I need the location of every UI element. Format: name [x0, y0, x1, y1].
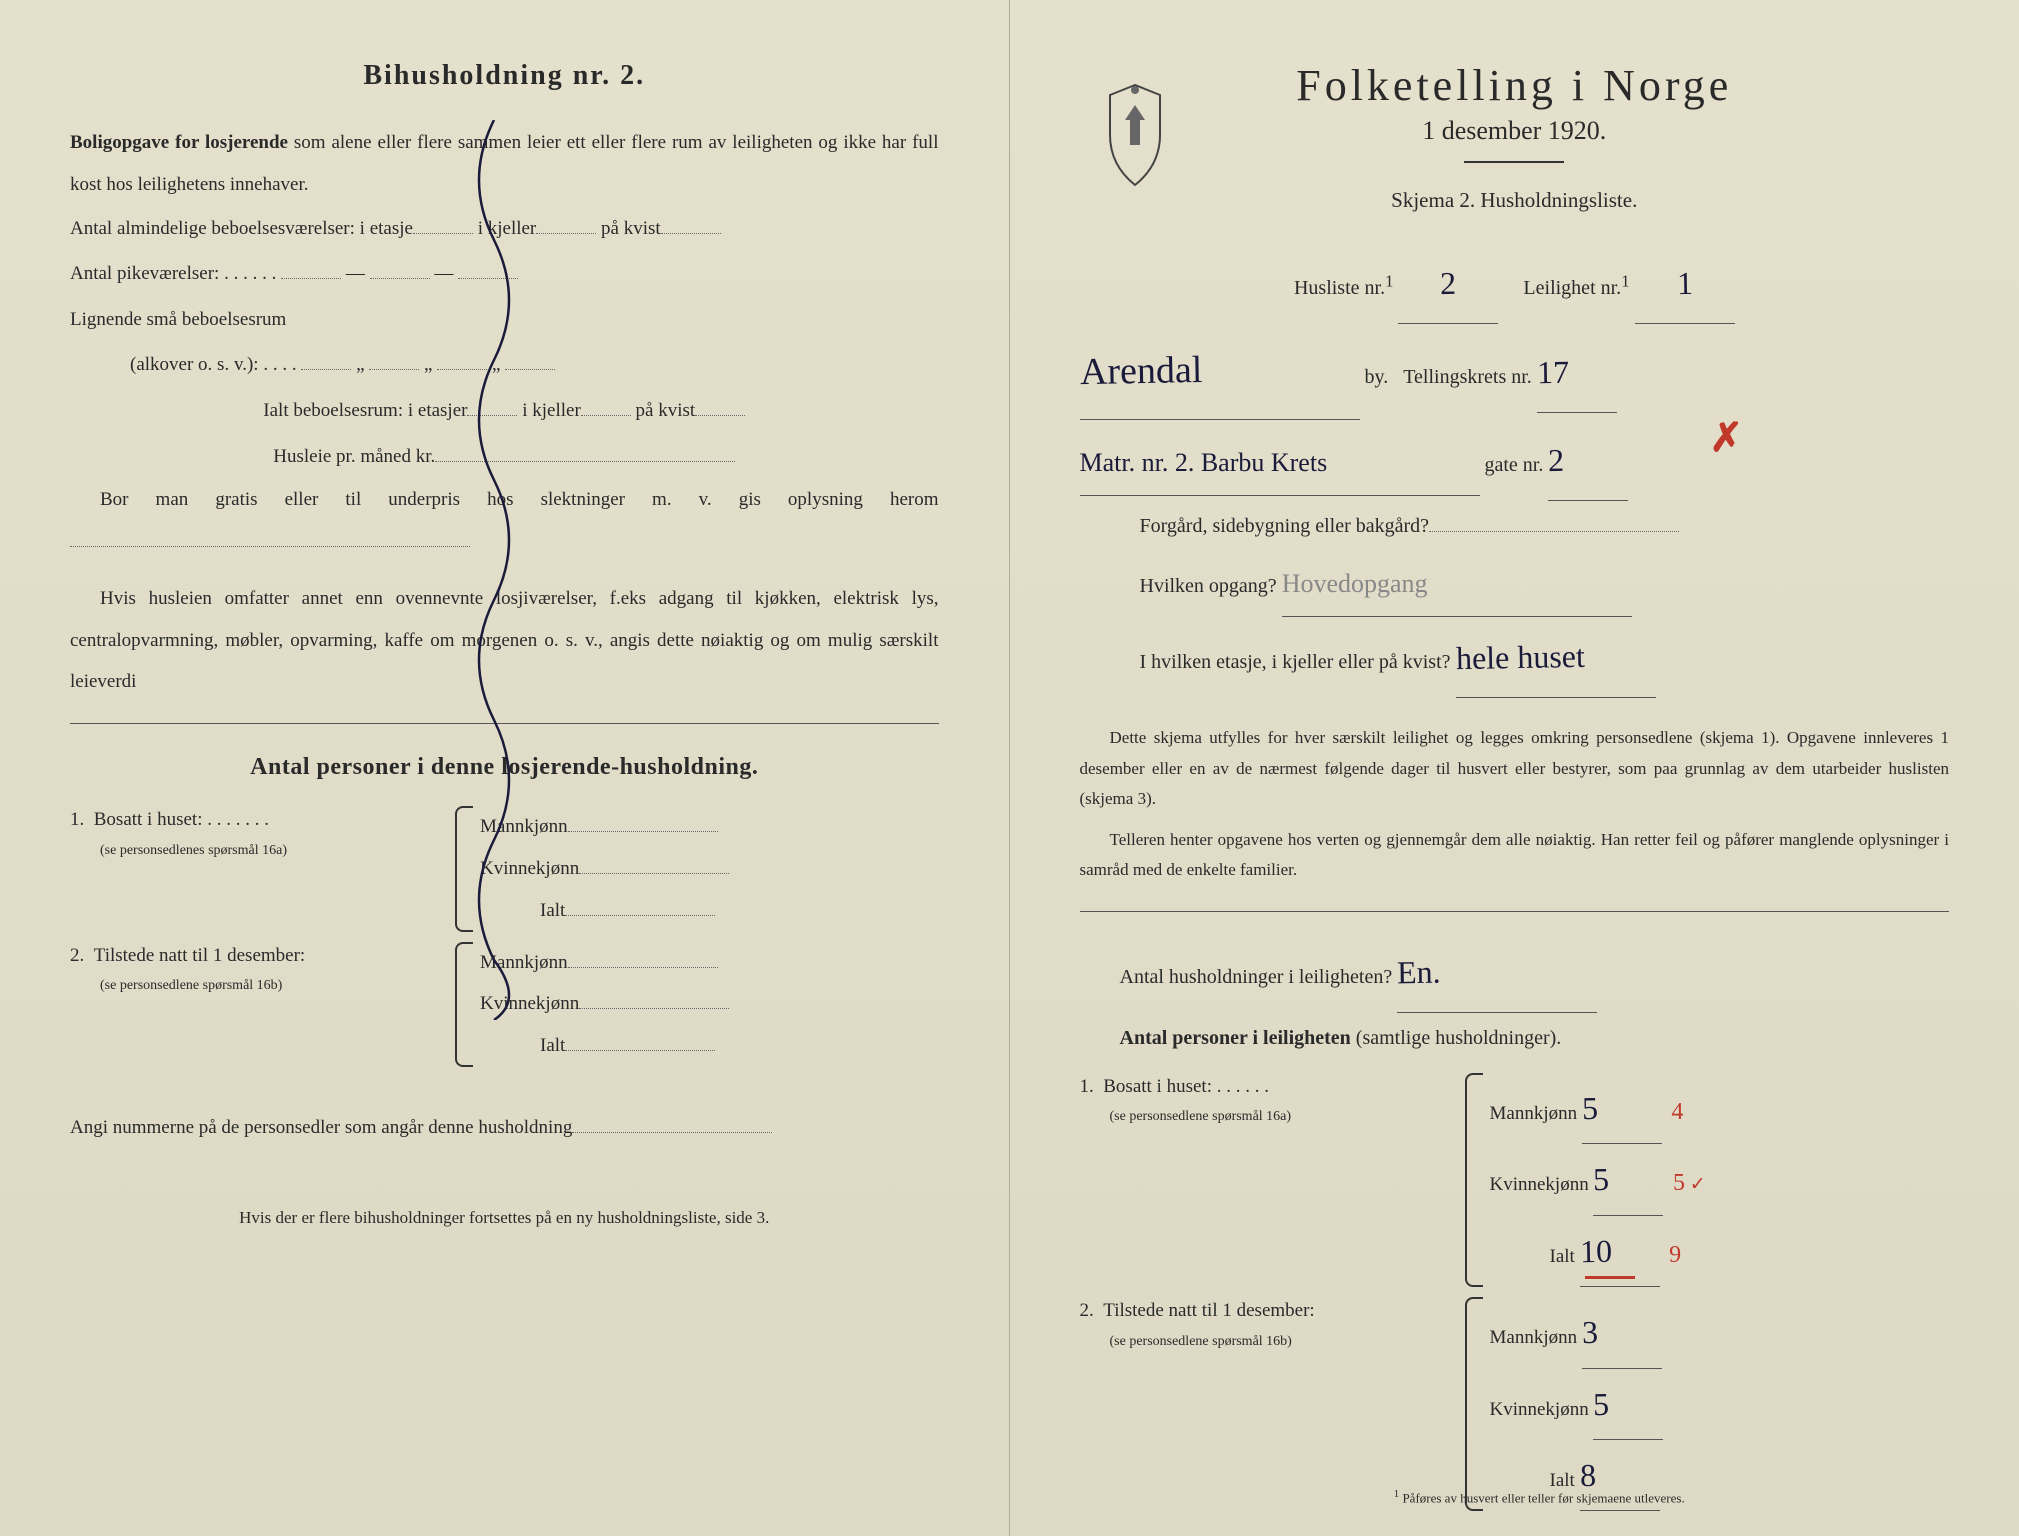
opgang-row: Hvilken opgang? Hovedopgang — [1080, 551, 1950, 617]
section2-heading: Antal personer i denne losjerende-hushol… — [70, 754, 939, 781]
skjema-label: Skjema 2. Husholdningsliste. — [1080, 188, 1950, 213]
antal-hush-row: Antal husholdninger i leiligheten? En. — [1080, 932, 1950, 1013]
line-ialt-rum: Ialt beboelsesrum: i etasjer i kjeller p… — [70, 388, 939, 434]
mann-1-corr: 4 — [1671, 1099, 1683, 1125]
kvinne-1-value: 5 — [1593, 1144, 1610, 1215]
line-lignende: Lignende små beboelsesrum — [70, 297, 939, 343]
instructions-1: Dette skjema utfylles for hver særskilt … — [1080, 723, 1950, 815]
husliste-value: 2 — [1440, 243, 1457, 323]
leilighet-value: 1 — [1676, 243, 1693, 323]
left-heading: Bihusholdning nr. 2. — [70, 60, 939, 92]
right-item-2: 2. Tilstede natt til 1 desember: (se per… — [1080, 1297, 1950, 1511]
right-header: Folketelling i Norge 1 desember 1920. Sk… — [1080, 60, 1950, 213]
gate-nr-value: 2 — [1548, 420, 1565, 500]
bracket-2: Mannkjønn Kvinnekjønn Ialt — [450, 942, 729, 1067]
divider-2 — [1080, 911, 1950, 912]
para1-bold: Boligopgave for losjerende — [70, 132, 288, 153]
r-item2-label: 2. Tilstede natt til 1 desember: (se per… — [1080, 1297, 1460, 1354]
left-item-1: 1. Bosatt i huset: . . . . . . . (se per… — [70, 806, 939, 931]
gate-value: Matr. nr. 2. Barbu Krets — [1080, 448, 1328, 477]
para1: Boligopgave for losjerende som alene ell… — [70, 122, 939, 206]
mann-1-value: 5 — [1581, 1073, 1598, 1144]
para2: Hvis husleien omfatter annet enn ovennev… — [70, 578, 939, 703]
antal-pers-row: Antal personer i leiligheten (samtlige h… — [1080, 1013, 1950, 1063]
line-husleie: Husleie pr. måned kr. — [70, 434, 939, 480]
item1-label-group: 1. Bosatt i huset: . . . . . . . (se per… — [70, 806, 450, 863]
gate-row: Matr. nr. 2. Barbu Krets gate nr. 2 — [1080, 420, 1950, 501]
etasje-value: hele huset — [1455, 616, 1585, 698]
tellingskrets-value: 17 — [1536, 332, 1569, 413]
red-x-mark: ✗ — [1710, 415, 1744, 461]
line-pike: Antal pikeværelser: . . . . . . — — — [70, 251, 939, 297]
norway-crest-icon — [1090, 80, 1180, 190]
bracket-1: Mannkjønn Kvinnekjønn Ialt — [450, 806, 729, 931]
divider-1 — [70, 723, 939, 724]
antal-hush-value: En. — [1397, 932, 1442, 1013]
line-alkover: (alkover o. s. v.): . . . . „ „ „ — [70, 342, 939, 388]
r-bracket-1: Mannkjønn 5 4 Kvinnekjønn 5 5 ✓ Ialt 10 … — [1460, 1073, 1706, 1287]
husliste-row: Husliste nr.1 2 Leilighet nr.1 1 — [1080, 243, 1950, 324]
mann-2-value: 3 — [1581, 1297, 1598, 1368]
left-item-2: 2. Tilstede natt til 1 desember: (se per… — [70, 942, 939, 1067]
r-item1-label: 1. Bosatt i huset: . . . . . . (se perso… — [1080, 1073, 1460, 1130]
title-underline — [1464, 161, 1564, 163]
by-value: Arendal — [1079, 323, 1203, 420]
item2-label-group: 2. Tilstede natt til 1 desember: (se per… — [70, 942, 450, 999]
kvinne-2-value: 5 — [1593, 1368, 1610, 1439]
etasje-row: I hvilken etasje, i kjeller eller på kvi… — [1080, 617, 1950, 698]
right-page: Folketelling i Norge 1 desember 1920. Sk… — [1010, 0, 2019, 1536]
left-page: Bihusholdning nr. 2. Boligopgave for los… — [0, 0, 1010, 1536]
title-date: 1 desember 1920. — [1080, 116, 1950, 146]
bottom-line: Angi nummerne på de personsedler som ang… — [70, 1107, 939, 1149]
by-row: Arendal by. Tellingskrets nr. 17 — [1080, 324, 1950, 420]
instructions-2: Telleren henter opgavene hos verten og g… — [1080, 825, 1950, 886]
kvinne-1-corr: 5 — [1673, 1170, 1685, 1196]
r-bracket-2: Mannkjønn 3 Kvinnekjønn 5 Ialt 8 — [1460, 1297, 1664, 1511]
right-item-1: 1. Bosatt i huset: . . . . . . (se perso… — [1080, 1073, 1950, 1287]
title-main: Folketelling i Norge — [1080, 60, 1950, 111]
opgang-value: Hovedopgang — [1282, 569, 1428, 598]
line-beboelse: Antal almindelige beboelsesværelser: i e… — [70, 206, 939, 252]
left-footer: Hvis der er flere bihusholdninger fortse… — [70, 1199, 939, 1236]
ialt-1-corr: 9 — [1669, 1242, 1681, 1268]
line-gratis: Bor man gratis eller til underpris hos s… — [70, 479, 939, 563]
forgard-row: Forgård, sidebygning eller bakgård? — [1080, 501, 1950, 551]
right-footnote: 1 Påføres av husvert eller teller før sk… — [1130, 1488, 1950, 1506]
